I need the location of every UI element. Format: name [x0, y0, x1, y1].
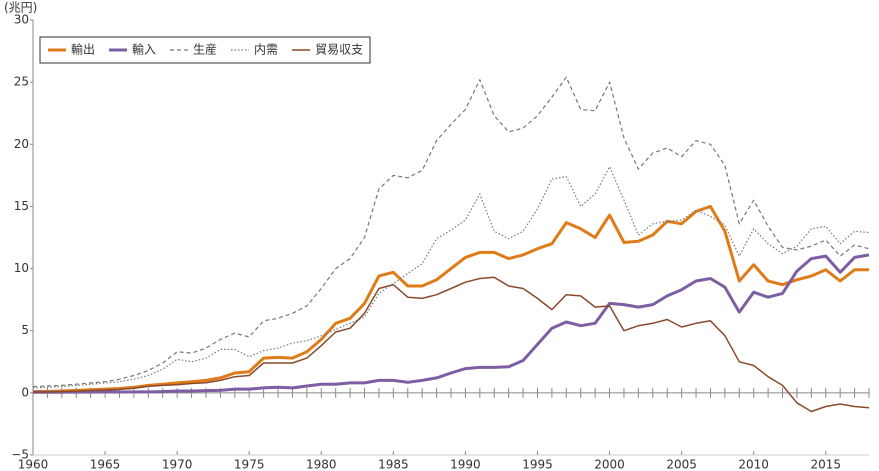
y-tick-label: 15 [14, 199, 29, 213]
series-line [32, 166, 870, 389]
x-tick-label: 1980 [306, 458, 337, 471]
x-tick-label: 1970 [162, 458, 193, 471]
y-tick-label: 30 [14, 13, 29, 27]
legend-label: 内需 [254, 43, 278, 57]
series-line [32, 276, 870, 413]
legend-label: 輸入 [132, 42, 156, 57]
y-tick-label: 0 [21, 385, 29, 399]
x-tick-label: 2015 [810, 458, 841, 471]
x-tick-label: 2000 [594, 458, 625, 471]
x-tick-label: 1975 [234, 458, 265, 471]
y-unit: (兆円) [4, 1, 37, 15]
legend-label: 輸出 [71, 42, 95, 57]
y-tick-label: −5 [11, 448, 29, 462]
x-tick-label: 2010 [738, 458, 769, 471]
legend-label: 貿易収支 [315, 43, 363, 57]
y-tick-label: 5 [21, 323, 29, 337]
series-line [32, 204, 869, 394]
x-tick-label: 1990 [450, 458, 481, 471]
y-tick-label: 25 [14, 75, 29, 89]
x-tick-label: 1965 [90, 458, 121, 471]
y-tick-label: 20 [14, 137, 29, 151]
series-line [32, 76, 870, 388]
series-line [33, 253, 870, 394]
x-tick-label: 1995 [522, 458, 553, 471]
x-tick-label: 1960 [18, 458, 49, 471]
x-tick-label: 2005 [666, 458, 697, 471]
legend-box [39, 36, 371, 64]
y-tick-label: 10 [14, 261, 29, 275]
x-tick-label: 1985 [378, 458, 409, 471]
legend-label: 生産 [193, 42, 217, 57]
